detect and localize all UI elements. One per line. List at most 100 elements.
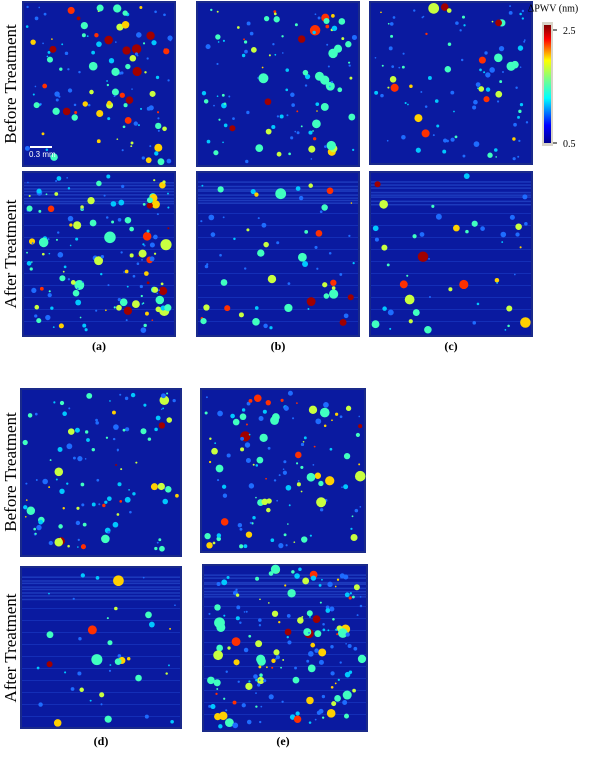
speckle	[509, 214, 515, 220]
speckle	[206, 542, 213, 549]
speckle	[282, 659, 285, 661]
speckle	[132, 492, 136, 496]
speckle	[275, 188, 287, 200]
band	[204, 606, 366, 607]
speckle	[447, 42, 452, 47]
speckle	[335, 628, 338, 631]
speckle	[276, 241, 280, 245]
speckle	[31, 261, 33, 263]
speckle	[156, 213, 159, 216]
speckle	[36, 188, 42, 194]
speckle	[70, 280, 76, 285]
speckle	[119, 298, 128, 307]
speckle	[86, 438, 90, 442]
speckle	[155, 415, 161, 421]
speckle	[478, 56, 486, 64]
speckle	[48, 592, 50, 595]
speckle	[326, 43, 329, 46]
speckle	[246, 401, 251, 406]
speckle	[129, 226, 134, 232]
speckle	[162, 407, 165, 410]
speckle	[495, 90, 503, 98]
speckle	[116, 23, 124, 31]
speckle	[170, 719, 174, 724]
speckle	[50, 306, 54, 310]
band	[22, 586, 180, 588]
speckle	[154, 151, 159, 156]
speckle	[341, 37, 345, 41]
band	[371, 191, 531, 194]
speckle	[36, 524, 42, 531]
speckle	[248, 680, 251, 683]
speckle	[484, 51, 488, 55]
speckle	[272, 43, 275, 46]
speckle	[343, 313, 349, 319]
speckle	[297, 35, 306, 43]
speckle	[88, 61, 98, 71]
speckle	[381, 64, 384, 67]
speckle	[349, 592, 352, 595]
speckle	[113, 95, 116, 98]
speckle	[258, 73, 269, 84]
speckle	[38, 702, 43, 707]
speckle	[248, 634, 252, 638]
speckle	[296, 402, 298, 404]
speckle	[119, 500, 123, 503]
speckle	[153, 252, 157, 255]
speckle	[280, 398, 284, 402]
speckle	[155, 75, 160, 80]
speckle	[318, 480, 324, 487]
speckle	[208, 612, 211, 615]
speckle	[501, 241, 504, 243]
speckle	[300, 465, 304, 469]
speckle	[152, 286, 159, 293]
speckle	[224, 305, 231, 312]
speckle	[84, 328, 88, 332]
speckle	[111, 410, 116, 415]
speckle	[113, 306, 116, 309]
speckle	[236, 26, 240, 29]
speckle	[319, 508, 324, 512]
speckle	[271, 124, 276, 130]
band	[198, 321, 358, 322]
speckle	[523, 40, 526, 43]
speckle	[261, 222, 267, 228]
speckle	[169, 627, 171, 630]
speckle	[113, 424, 119, 430]
speckle	[328, 85, 331, 88]
speckle	[239, 413, 247, 421]
band	[22, 608, 180, 609]
band	[204, 587, 366, 590]
speckle	[59, 400, 65, 406]
speckle	[372, 225, 379, 232]
speckle	[322, 628, 326, 632]
speckle	[201, 90, 207, 96]
speckle	[522, 194, 528, 200]
speckle	[77, 538, 80, 542]
speckle	[273, 10, 277, 14]
speckle	[314, 245, 318, 249]
speckle	[245, 159, 249, 164]
speckle	[290, 136, 294, 140]
speckle	[331, 14, 335, 18]
speckle	[229, 125, 236, 132]
speckle	[235, 616, 240, 621]
speckle	[323, 424, 327, 427]
speckle	[243, 611, 246, 613]
speckle	[268, 694, 274, 700]
speckle	[217, 186, 224, 193]
speckle	[123, 103, 128, 108]
speckle	[156, 292, 159, 295]
band	[204, 583, 366, 586]
speckle	[325, 608, 331, 613]
speckle	[154, 546, 158, 551]
band	[24, 285, 174, 286]
band	[24, 200, 174, 203]
speckle	[302, 440, 305, 443]
speckle	[248, 483, 255, 489]
speckle	[115, 463, 118, 466]
speckle	[96, 478, 100, 482]
speckle	[258, 679, 261, 681]
speckle	[239, 621, 242, 624]
speckle	[86, 35, 89, 37]
